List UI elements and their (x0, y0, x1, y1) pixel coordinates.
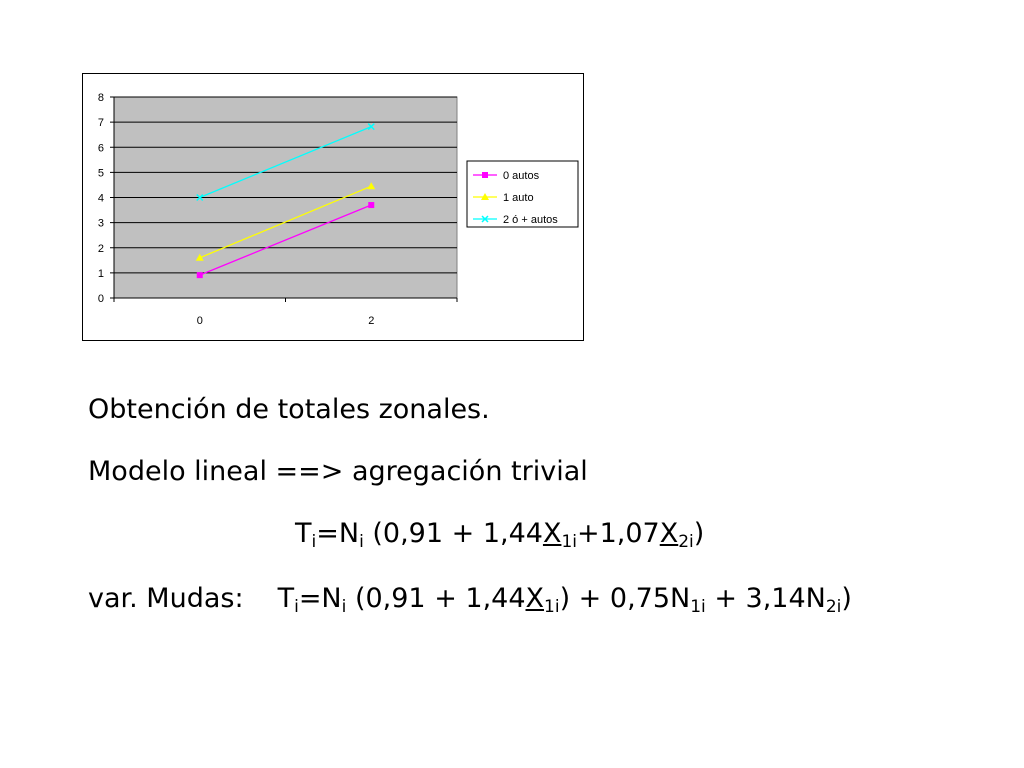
x-tick-label: 2 (368, 315, 374, 327)
formula2-n1-sub: 1i (690, 597, 706, 617)
formula-n-sub: i (359, 532, 364, 552)
formula-eq: =N (316, 518, 360, 549)
formula2-t: T (277, 583, 295, 614)
formula2-n-sub: i (341, 597, 347, 617)
formula-x2: X (659, 518, 679, 549)
formula2-open: (0,91 + 1,44 (346, 583, 526, 614)
formula2-plus: + 3,14N (705, 583, 826, 614)
series-line-1 (199, 185, 372, 259)
chart-container: 0 1 2 3 4 5 6 7 8 0 2 0 autos 1 auto 2 ó + autos (82, 73, 584, 341)
formula-open: (0,91 + 1,44 (363, 518, 543, 549)
heading-modelo-lineal: Modelo lineal ==> agregación trivial (88, 456, 588, 487)
x-tick-label: 0 (197, 315, 203, 327)
formula-mid: +1,07 (576, 518, 660, 549)
formula-t: T (295, 518, 312, 549)
legend-label: 0 autos (503, 170, 540, 182)
formula2-mid: ) + 0,75N (559, 583, 691, 614)
y-tick-label: 8 (98, 92, 104, 104)
formula-close: ) (693, 518, 705, 549)
y-tick-label: 5 (98, 167, 104, 179)
formula-linear-model: Ti=Ni (0,91 + 1,44X1i+1,07X2i) (295, 518, 705, 552)
y-tick-label: 1 (98, 268, 104, 280)
data-point (367, 123, 375, 131)
y-tick-label: 3 (98, 218, 104, 230)
series-line-2 (199, 126, 372, 199)
formula2-close: ) (841, 583, 852, 614)
formula2-n2-sub: 2i (825, 597, 842, 617)
y-tick-label: 4 (98, 193, 104, 205)
formula-t-sub: i (311, 532, 317, 552)
formula-x1: X (542, 518, 562, 549)
y-tick-label: 6 (98, 142, 104, 154)
y-tick-label: 2 (98, 243, 104, 255)
formula2-x1-sub: 1i (544, 597, 560, 617)
formula2-label: var. Mudas: (88, 583, 244, 614)
data-point (368, 202, 375, 209)
data-point (196, 193, 204, 202)
formula2-t-sub: i (294, 597, 299, 617)
y-tick-label: 0 (98, 293, 104, 305)
data-point (195, 253, 204, 261)
legend-marker (481, 215, 489, 223)
data-point (196, 272, 203, 279)
formula2-eq: =N (298, 583, 342, 614)
legend-label: 1 auto (503, 192, 534, 204)
legend-marker (482, 172, 488, 178)
formula-x2-sub: 2i (678, 532, 694, 552)
data-point (367, 182, 376, 190)
formula-x1-sub: 1i (561, 532, 577, 552)
formula-dummy-variables: var. Mudas: Ti=Ni (0,91 + 1,44X1i) + 0,75… (88, 583, 852, 617)
series-line-0 (199, 204, 372, 276)
formula2-x1: X (525, 583, 545, 614)
heading-totales-zonales: Obtención de totales zonales. (88, 394, 490, 425)
y-tick-label: 7 (98, 117, 104, 129)
line-chart: 0 1 2 3 4 5 6 7 8 0 2 0 autos 1 auto 2 ó + autos (98, 92, 579, 327)
legend-label: 2 ó + autos (503, 214, 558, 226)
legend-marker (481, 193, 489, 200)
